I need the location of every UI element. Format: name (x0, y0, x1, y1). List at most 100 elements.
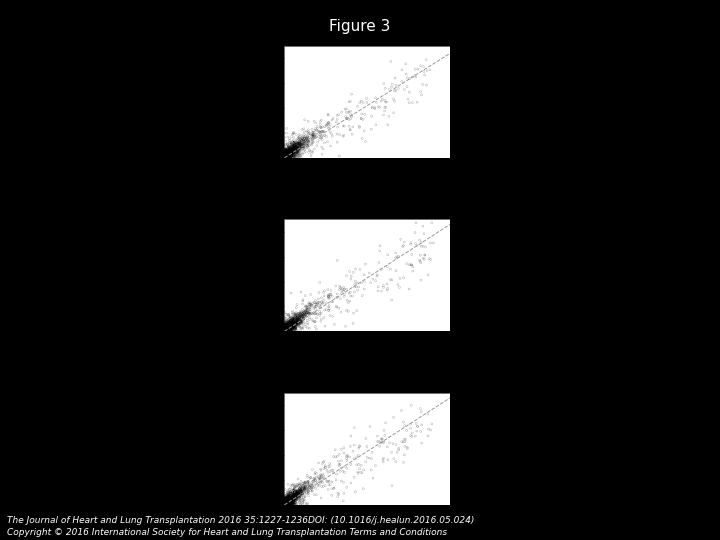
Point (284, 319, 295, 327)
Point (281, 500, 292, 509)
Point (297, 485, 309, 494)
Point (299, 488, 310, 496)
Point (281, 149, 292, 158)
Point (282, 321, 294, 329)
Point (282, 500, 294, 508)
Point (280, 152, 292, 161)
Point (286, 145, 297, 154)
Point (294, 310, 306, 319)
Point (283, 146, 294, 154)
Point (279, 150, 291, 159)
Point (318, 458, 329, 467)
Point (280, 323, 292, 332)
Point (292, 317, 303, 326)
Point (282, 150, 293, 159)
Point (282, 495, 294, 504)
Point (282, 327, 294, 335)
Point (284, 148, 295, 157)
Point (280, 153, 292, 161)
Point (282, 324, 293, 333)
Point (296, 317, 307, 326)
Point (279, 153, 291, 162)
Point (341, 454, 353, 463)
Point (294, 144, 305, 153)
Point (386, 275, 397, 284)
Point (286, 150, 297, 158)
Point (290, 141, 302, 150)
Point (279, 497, 290, 506)
Point (405, 260, 417, 269)
Point (279, 325, 291, 333)
Point (280, 151, 292, 159)
Point (280, 323, 292, 332)
Point (356, 291, 368, 300)
Point (291, 316, 302, 325)
Point (294, 138, 306, 146)
Point (281, 151, 292, 159)
Point (289, 325, 301, 334)
Point (282, 151, 294, 160)
Point (282, 133, 294, 141)
Point (288, 151, 300, 160)
Point (279, 323, 291, 332)
Point (411, 241, 423, 250)
Point (280, 152, 292, 161)
Point (290, 323, 302, 332)
Point (282, 323, 294, 332)
Point (292, 139, 303, 147)
Point (300, 310, 311, 319)
Point (286, 492, 297, 501)
Point (294, 495, 305, 504)
Point (281, 322, 292, 331)
Point (341, 114, 353, 123)
Point (279, 152, 290, 161)
Point (283, 321, 294, 330)
Point (313, 132, 325, 141)
Point (323, 306, 334, 315)
Point (377, 281, 389, 290)
Point (279, 153, 290, 161)
Point (302, 128, 313, 137)
Point (282, 324, 294, 333)
Point (299, 139, 310, 148)
Point (292, 490, 303, 499)
Point (284, 320, 296, 328)
Point (294, 498, 305, 507)
Point (281, 326, 292, 334)
Point (289, 319, 300, 327)
Point (302, 132, 313, 140)
Point (285, 327, 297, 335)
Point (284, 151, 296, 159)
Point (280, 147, 292, 156)
Point (281, 153, 292, 162)
Point (279, 153, 291, 162)
Point (295, 485, 307, 494)
Point (302, 485, 314, 494)
Point (280, 499, 292, 508)
Point (279, 499, 291, 508)
Point (323, 293, 334, 302)
Point (279, 326, 291, 334)
Point (288, 148, 300, 157)
Point (279, 325, 291, 333)
Point (326, 298, 338, 306)
Point (298, 310, 310, 319)
Point (290, 151, 302, 159)
Point (284, 322, 296, 331)
Point (279, 326, 291, 335)
Point (301, 141, 312, 150)
Point (289, 325, 300, 334)
Point (388, 454, 400, 463)
Point (281, 498, 292, 507)
Point (287, 493, 298, 502)
Point (280, 496, 292, 504)
Point (281, 323, 292, 332)
Point (284, 499, 295, 508)
Point (336, 289, 347, 298)
Point (300, 312, 312, 320)
Point (280, 326, 292, 334)
Point (290, 491, 302, 500)
Point (280, 500, 292, 508)
Point (338, 285, 350, 293)
Point (279, 499, 290, 508)
